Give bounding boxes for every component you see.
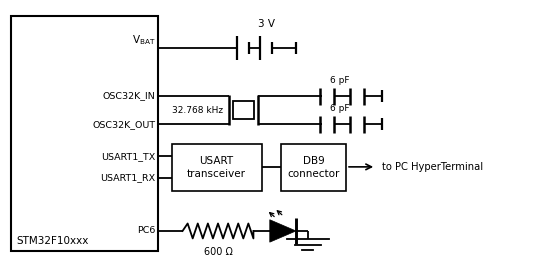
Text: USART: USART bbox=[199, 156, 234, 166]
Bar bbox=[172, 144, 262, 191]
Text: USART1_RX: USART1_RX bbox=[100, 173, 155, 182]
Polygon shape bbox=[270, 220, 296, 242]
Text: 6 pF: 6 pF bbox=[330, 76, 349, 85]
Text: connector: connector bbox=[287, 169, 340, 179]
Bar bbox=[233, 101, 254, 119]
Text: 6 pF: 6 pF bbox=[330, 104, 349, 113]
Bar bbox=[11, 16, 158, 251]
Text: PC6: PC6 bbox=[137, 226, 155, 235]
Text: 600 Ω: 600 Ω bbox=[204, 247, 232, 257]
Text: DB9: DB9 bbox=[302, 156, 324, 166]
Text: 32.768 kHz: 32.768 kHz bbox=[172, 106, 223, 115]
Bar bbox=[281, 144, 346, 191]
Text: to PC HyperTerminal: to PC HyperTerminal bbox=[382, 162, 483, 172]
Text: OSC32K_OUT: OSC32K_OUT bbox=[92, 120, 155, 129]
Text: USART1_TX: USART1_TX bbox=[101, 152, 155, 161]
Text: V$_\mathregular{BAT}$: V$_\mathregular{BAT}$ bbox=[132, 33, 155, 47]
Text: 3 V: 3 V bbox=[258, 19, 275, 29]
Text: transceiver: transceiver bbox=[187, 169, 246, 179]
Text: STM32F10xxx: STM32F10xxx bbox=[16, 236, 89, 246]
Text: OSC32K_IN: OSC32K_IN bbox=[102, 92, 155, 101]
